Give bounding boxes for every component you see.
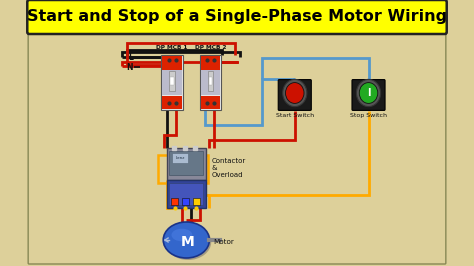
Bar <box>182 198 189 205</box>
FancyBboxPatch shape <box>27 0 447 34</box>
Bar <box>171 198 178 205</box>
Ellipse shape <box>165 224 211 260</box>
Bar <box>209 77 212 85</box>
Circle shape <box>359 83 378 103</box>
Bar <box>172 153 188 163</box>
Circle shape <box>356 79 381 107</box>
Bar <box>158 155 208 183</box>
Text: Start Switch: Start Switch <box>276 113 314 118</box>
Ellipse shape <box>163 222 210 258</box>
Bar <box>201 70 220 95</box>
Bar <box>201 96 220 109</box>
Bar <box>163 96 182 109</box>
Text: DP MCB 2: DP MCB 2 <box>195 45 226 50</box>
FancyBboxPatch shape <box>28 33 446 264</box>
Ellipse shape <box>172 229 192 241</box>
Bar <box>192 198 200 205</box>
Circle shape <box>285 83 304 103</box>
Text: Start and Stop of a Single-Phase Motor Wiring: Start and Stop of a Single-Phase Motor W… <box>27 10 447 24</box>
Bar <box>201 56 220 70</box>
Bar <box>200 55 221 110</box>
Bar <box>170 77 174 85</box>
Bar <box>170 151 203 175</box>
FancyBboxPatch shape <box>278 80 311 110</box>
Bar <box>170 71 175 91</box>
Text: Motor: Motor <box>213 239 234 245</box>
Bar <box>170 183 203 205</box>
FancyBboxPatch shape <box>352 80 385 110</box>
Text: Lenz: Lenz <box>175 156 185 160</box>
Text: I: I <box>367 88 370 98</box>
Bar <box>167 148 206 180</box>
Text: N: N <box>127 63 133 72</box>
Text: DP MCB 1: DP MCB 1 <box>156 45 188 50</box>
Text: L: L <box>128 53 133 63</box>
Text: M: M <box>181 235 195 249</box>
Text: Contactor
&
Overload: Contactor & Overload <box>211 158 246 178</box>
Text: Stop Switch: Stop Switch <box>350 113 387 118</box>
Bar <box>162 55 183 110</box>
Bar <box>208 71 213 91</box>
Bar <box>163 56 182 70</box>
Bar <box>167 180 206 208</box>
Bar <box>163 70 182 95</box>
Circle shape <box>283 79 307 107</box>
